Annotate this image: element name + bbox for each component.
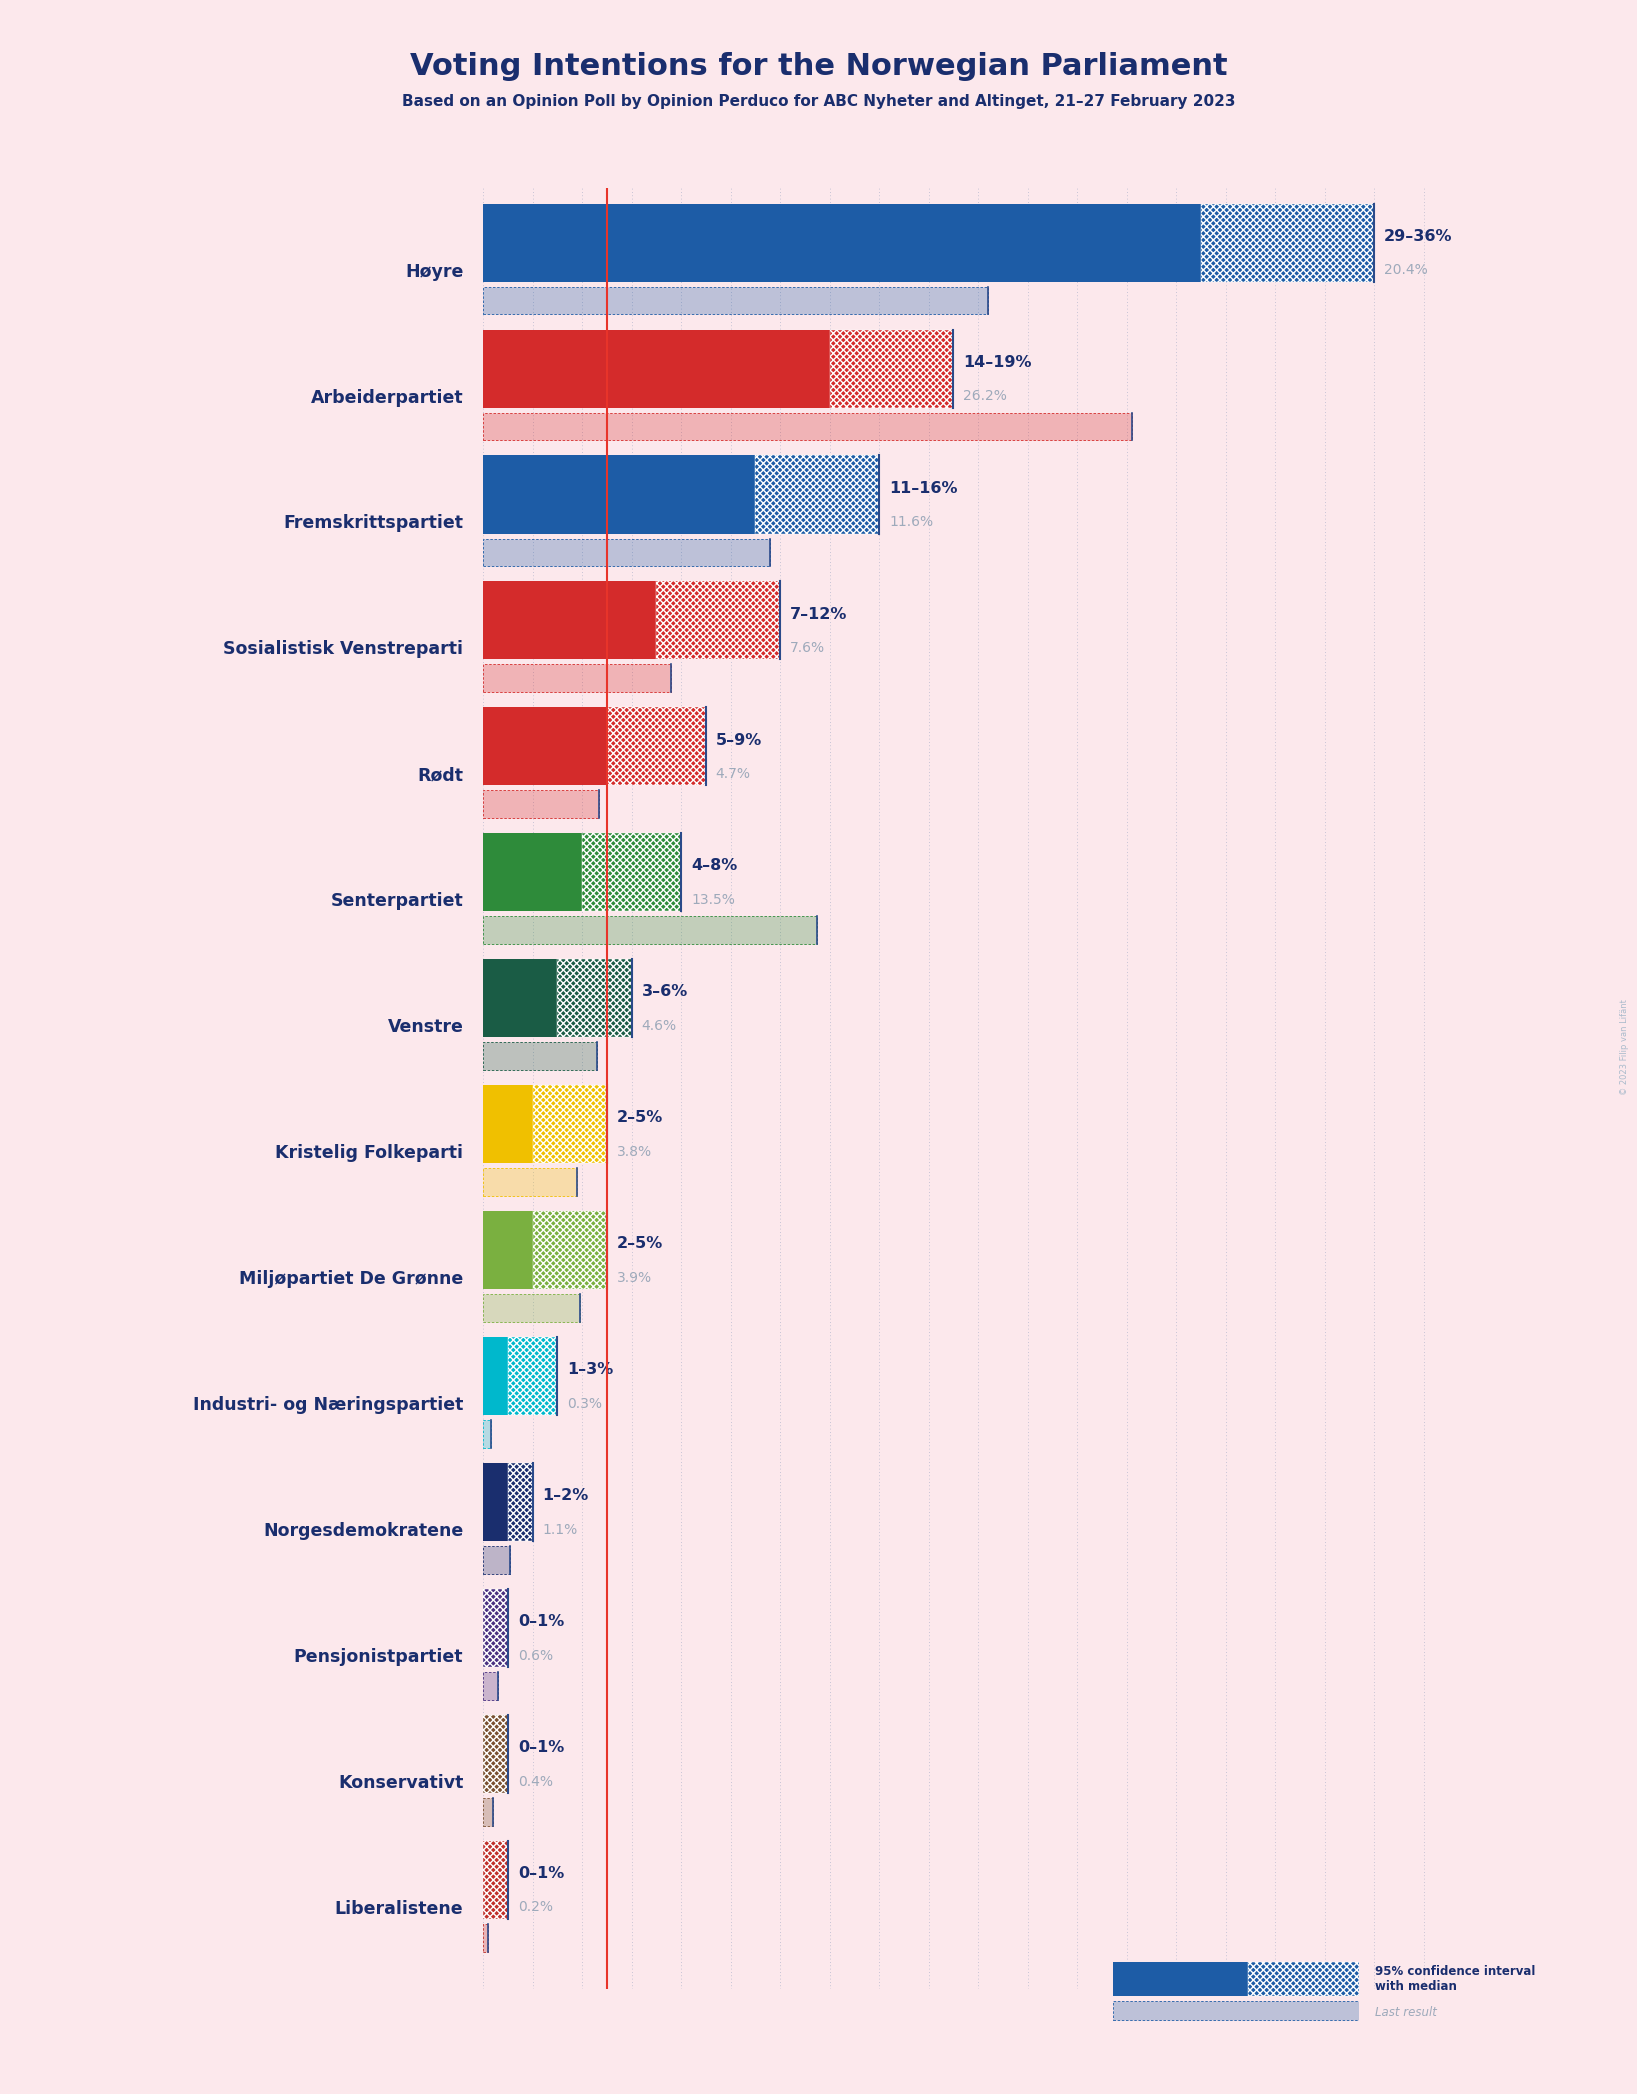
Bar bbox=[483, 454, 755, 534]
Text: 0.3%: 0.3% bbox=[568, 1397, 602, 1411]
Text: 2–5%: 2–5% bbox=[617, 1235, 663, 1252]
Bar bbox=[483, 538, 771, 565]
Bar bbox=[507, 1464, 532, 1541]
Bar bbox=[507, 1336, 557, 1416]
Text: Based on an Opinion Poll by Opinion Perduco for ABC Nyheter and Altinget, 21–27 : Based on an Opinion Poll by Opinion Perd… bbox=[401, 94, 1236, 109]
Text: 4.6%: 4.6% bbox=[642, 1020, 676, 1032]
Bar bbox=[607, 708, 706, 785]
Text: Fremskrittspartiet: Fremskrittspartiet bbox=[283, 515, 463, 532]
Text: Kristelig Folkeparti: Kristelig Folkeparti bbox=[275, 1143, 463, 1162]
Bar bbox=[483, 664, 671, 693]
Bar bbox=[483, 1085, 532, 1162]
Text: 1–3%: 1–3% bbox=[568, 1363, 614, 1378]
Text: 0.4%: 0.4% bbox=[517, 1774, 553, 1788]
Bar bbox=[483, 789, 599, 819]
Text: 3.9%: 3.9% bbox=[617, 1271, 652, 1286]
Text: 29–36%: 29–36% bbox=[1385, 228, 1452, 243]
Text: 7.6%: 7.6% bbox=[791, 641, 825, 655]
Text: 2–5%: 2–5% bbox=[617, 1110, 663, 1124]
Text: Arbeiderpartiet: Arbeiderpartiet bbox=[311, 389, 463, 406]
Text: Liberalistene: Liberalistene bbox=[334, 1899, 463, 1918]
Text: Sosialistisk Venstreparti: Sosialistisk Venstreparti bbox=[223, 641, 463, 658]
Bar bbox=[483, 203, 1202, 283]
Bar bbox=[483, 1799, 493, 1826]
Bar bbox=[483, 1715, 507, 1792]
Bar bbox=[483, 1464, 507, 1541]
Text: © 2023 Filip van Lifänt: © 2023 Filip van Lifänt bbox=[1621, 999, 1629, 1095]
Bar bbox=[1202, 203, 1375, 283]
Bar bbox=[830, 329, 953, 408]
Bar bbox=[483, 1210, 532, 1290]
Text: Konservativt: Konservativt bbox=[337, 1774, 463, 1792]
Text: Pensjonistpartiet: Pensjonistpartiet bbox=[293, 1648, 463, 1667]
Bar bbox=[656, 582, 781, 660]
Bar bbox=[1249, 1962, 1359, 1996]
Text: Last result: Last result bbox=[1375, 2006, 1437, 2019]
Text: Voting Intentions for the Norwegian Parliament: Voting Intentions for the Norwegian Parl… bbox=[409, 52, 1228, 82]
Text: 95% confidence interval
with median: 95% confidence interval with median bbox=[1375, 1964, 1536, 1993]
Text: 13.5%: 13.5% bbox=[691, 892, 735, 907]
Bar bbox=[557, 959, 632, 1037]
Text: Venstre: Venstre bbox=[388, 1018, 463, 1037]
Text: 0–1%: 0–1% bbox=[517, 1740, 565, 1755]
Text: Høyre: Høyre bbox=[404, 262, 463, 281]
Bar bbox=[483, 917, 817, 944]
Text: 11–16%: 11–16% bbox=[889, 482, 958, 496]
Text: 3.8%: 3.8% bbox=[617, 1145, 652, 1158]
Bar bbox=[483, 287, 989, 314]
Bar bbox=[483, 833, 583, 911]
Bar bbox=[483, 708, 607, 785]
Text: Senterpartiet: Senterpartiet bbox=[331, 892, 463, 911]
Text: 11.6%: 11.6% bbox=[889, 515, 933, 530]
Bar bbox=[483, 413, 1131, 440]
Bar bbox=[483, 329, 830, 408]
Bar bbox=[532, 1085, 607, 1162]
Text: 1–2%: 1–2% bbox=[542, 1489, 589, 1503]
Bar bbox=[483, 959, 557, 1037]
Text: 7–12%: 7–12% bbox=[791, 607, 848, 622]
Bar bbox=[483, 1841, 507, 1918]
Text: 0–1%: 0–1% bbox=[517, 1614, 565, 1629]
Bar bbox=[483, 1671, 498, 1700]
Text: 0–1%: 0–1% bbox=[517, 1866, 565, 1880]
Text: 14–19%: 14–19% bbox=[963, 354, 1031, 371]
Text: Industri- og Næringspartiet: Industri- og Næringspartiet bbox=[193, 1397, 463, 1413]
Bar bbox=[583, 833, 681, 911]
Text: 4–8%: 4–8% bbox=[691, 859, 737, 873]
Bar bbox=[483, 1043, 598, 1070]
Text: 4.7%: 4.7% bbox=[715, 766, 751, 781]
Text: Rødt: Rødt bbox=[417, 766, 463, 785]
Text: 0.6%: 0.6% bbox=[517, 1648, 553, 1663]
Bar bbox=[483, 1294, 579, 1321]
Text: Norgesdemokratene: Norgesdemokratene bbox=[264, 1522, 463, 1539]
Bar bbox=[483, 1589, 507, 1667]
Text: 20.4%: 20.4% bbox=[1385, 264, 1427, 276]
Bar bbox=[755, 454, 879, 534]
Bar bbox=[483, 1336, 507, 1416]
Text: 0.2%: 0.2% bbox=[517, 1901, 553, 1914]
Bar bbox=[483, 1168, 578, 1196]
Bar bbox=[532, 1210, 607, 1290]
Text: 1.1%: 1.1% bbox=[542, 1522, 578, 1537]
Bar bbox=[483, 582, 656, 660]
Text: 3–6%: 3–6% bbox=[642, 984, 688, 999]
Bar bbox=[483, 1924, 488, 1952]
Bar bbox=[483, 1420, 491, 1447]
Bar bbox=[483, 1545, 511, 1575]
Bar bbox=[1113, 1962, 1249, 1996]
Text: Miljøpartiet De Grønne: Miljøpartiet De Grønne bbox=[239, 1271, 463, 1288]
Text: 5–9%: 5–9% bbox=[715, 733, 763, 748]
Text: 26.2%: 26.2% bbox=[963, 389, 1007, 404]
